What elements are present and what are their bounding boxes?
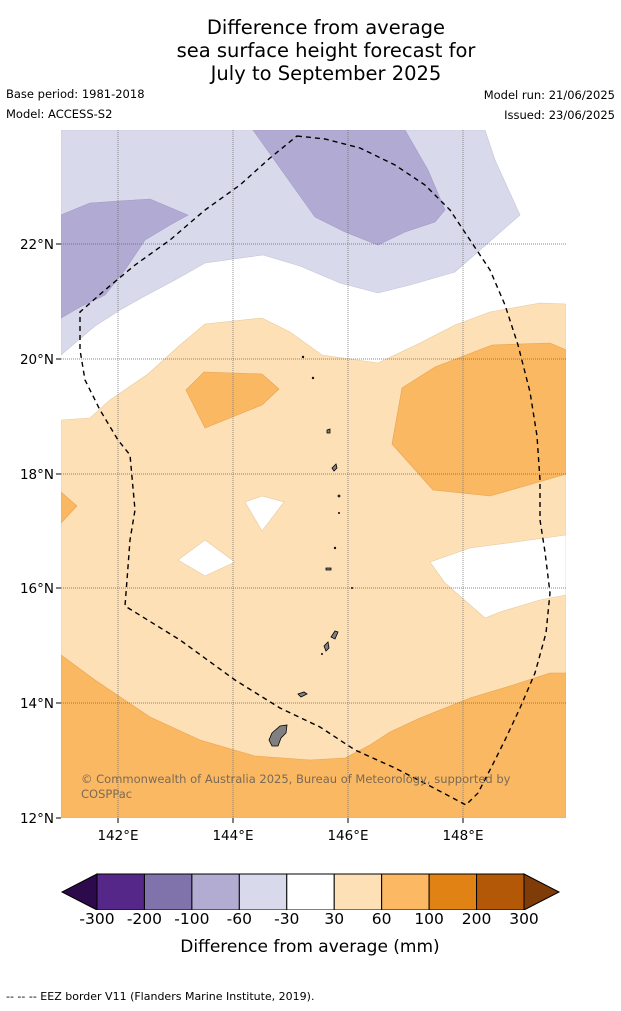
axis-ticks bbox=[56, 243, 464, 823]
model-text: Model: ACCESS-S2 bbox=[6, 107, 113, 121]
lon-label-146: 146°E bbox=[327, 828, 368, 844]
lon-label-142: 142°E bbox=[97, 828, 138, 844]
colorbar-tick-label: -200 bbox=[126, 910, 163, 928]
lat-label-20: 20°N bbox=[20, 352, 54, 368]
island-dot-4 bbox=[301, 355, 305, 359]
island-dot-7 bbox=[350, 587, 353, 590]
contour-60-100-central bbox=[185, 371, 280, 429]
colorbar-tick-label: 200 bbox=[461, 910, 492, 928]
colorbar-tick-label: 300 bbox=[509, 910, 539, 928]
colorbar-extend-low bbox=[60, 873, 98, 910]
lat-label-14: 14°N bbox=[20, 696, 54, 712]
contour-neg60-neg100-north bbox=[252, 130, 446, 246]
grid-lines bbox=[61, 130, 566, 818]
island-dot-1 bbox=[337, 494, 341, 498]
eez-border bbox=[79, 135, 551, 806]
colorbar-tick-label: 30 bbox=[324, 910, 345, 928]
lat-label-22: 22°N bbox=[20, 237, 54, 253]
lon-labels: 142°E 144°E 146°E 148°E bbox=[97, 828, 483, 844]
island-dot-6 bbox=[320, 653, 323, 656]
colorbar bbox=[60, 873, 561, 910]
colorbar-tick-label: -60 bbox=[226, 910, 252, 928]
contour-white-central-2 bbox=[177, 539, 236, 577]
island-dot-2 bbox=[333, 546, 337, 550]
colorbar-cell bbox=[286, 873, 335, 910]
contour-60-100-east bbox=[391, 342, 566, 497]
island-saipan bbox=[330, 630, 339, 640]
colorbar-cell bbox=[428, 873, 478, 910]
lat-labels: 22°N 20°N 18°N 16°N 14°N 12°N bbox=[20, 237, 54, 827]
title-line-1: Difference from average bbox=[206, 16, 446, 39]
model-run-text: Model run: 21/06/2025 bbox=[483, 88, 615, 102]
colorbar-cell bbox=[238, 873, 288, 910]
title-line-3: July to September 2025 bbox=[210, 62, 442, 85]
eez-legend-note: -- -- -- EEZ border V11 (Flanders Marine… bbox=[6, 990, 315, 1003]
island-rota bbox=[297, 691, 308, 698]
colorbar-cell bbox=[333, 873, 383, 910]
colorbar-cell bbox=[191, 873, 240, 910]
contour-60-100-west bbox=[61, 491, 78, 524]
colorbar-tick-label: 100 bbox=[414, 910, 444, 928]
colorbar-tick-label: -300 bbox=[79, 910, 115, 928]
chart-title: Difference from average sea surface heig… bbox=[0, 16, 621, 85]
title-line-2: sea surface height forecast for bbox=[176, 39, 476, 62]
contour-white-central-1 bbox=[244, 495, 285, 532]
base-period-text: Base period: 1981-2018 bbox=[6, 87, 145, 101]
island-small-3 bbox=[326, 428, 331, 434]
lon-label-144: 144°E bbox=[212, 828, 253, 844]
copyright-notice: © Commonwealth of Australia 2025, Bureau… bbox=[81, 772, 511, 801]
colorbar-title: Difference from average (mm) bbox=[180, 937, 440, 957]
lat-label-16: 16°N bbox=[20, 581, 54, 597]
lat-label-18: 18°N bbox=[20, 467, 54, 483]
contour-white-east bbox=[429, 534, 566, 619]
lon-label-148: 148°E bbox=[442, 828, 483, 844]
map: 22°N 20°N 18°N 16°N 14°N 12°N 142°E 144°… bbox=[20, 130, 566, 844]
issued-text: Issued: 23/06/2025 bbox=[504, 108, 615, 122]
lat-label-12: 12°N bbox=[20, 811, 54, 827]
colorbar-cells bbox=[96, 873, 525, 910]
colorbar-cell bbox=[476, 873, 525, 910]
map-fill bbox=[61, 130, 566, 818]
colorbar-cell bbox=[143, 873, 193, 910]
contour-neg60-neg100-west bbox=[61, 198, 189, 319]
island-guam bbox=[268, 724, 288, 747]
colorbar-tick-label: 60 bbox=[371, 910, 392, 928]
contour-60-100-south bbox=[61, 654, 566, 818]
colorbar-cell bbox=[381, 873, 430, 910]
island-small-2 bbox=[331, 463, 338, 472]
island-dot-3 bbox=[311, 376, 315, 380]
colorbar-extend-high bbox=[523, 873, 561, 910]
island-small-1 bbox=[325, 567, 332, 571]
islands bbox=[268, 355, 353, 747]
island-dot-5 bbox=[337, 512, 340, 515]
colorbar-tick-label: -30 bbox=[274, 910, 300, 928]
island-tinian bbox=[323, 641, 330, 652]
colorbar-tick-label: -100 bbox=[174, 910, 210, 928]
colorbar-cell bbox=[96, 873, 145, 910]
